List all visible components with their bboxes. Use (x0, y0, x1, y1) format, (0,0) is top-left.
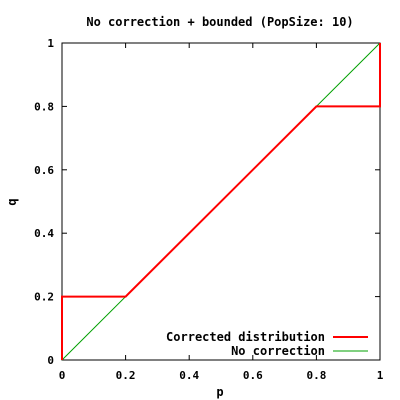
x-tick-label: 0.2 (116, 369, 136, 382)
y-axis-label: q (5, 198, 19, 205)
x-tick-label: 0.8 (306, 369, 326, 382)
series-layer (61, 42, 381, 361)
x-tick-label: 0.4 (179, 369, 199, 382)
x-axis-label: p (216, 385, 223, 399)
y-tick-label: 0.8 (34, 100, 54, 113)
x-tick-label: 0 (59, 369, 66, 382)
y-tick-label: 0.6 (34, 164, 54, 177)
chart-title: No correction + bounded (PopSize: 10) (86, 15, 353, 29)
y-tick-label: 0.2 (34, 291, 54, 304)
plot-frame (61, 42, 381, 361)
legend-label: Corrected distribution (166, 330, 325, 344)
y-tick-label: 0.4 (34, 227, 54, 240)
tick-labels: 0 0.2 0.4 0.6 0.8 1 0 0.2 0.4 0.6 0.8 1 (34, 37, 384, 382)
x-tick-label: 0.6 (243, 369, 263, 382)
legend-label: No correction (231, 344, 325, 358)
series-line-corrected-distribution (61, 43, 381, 360)
x-tick-label: 1 (377, 369, 384, 382)
y-tick-label: 1 (47, 37, 54, 50)
y-tick-label: 0 (47, 354, 54, 367)
